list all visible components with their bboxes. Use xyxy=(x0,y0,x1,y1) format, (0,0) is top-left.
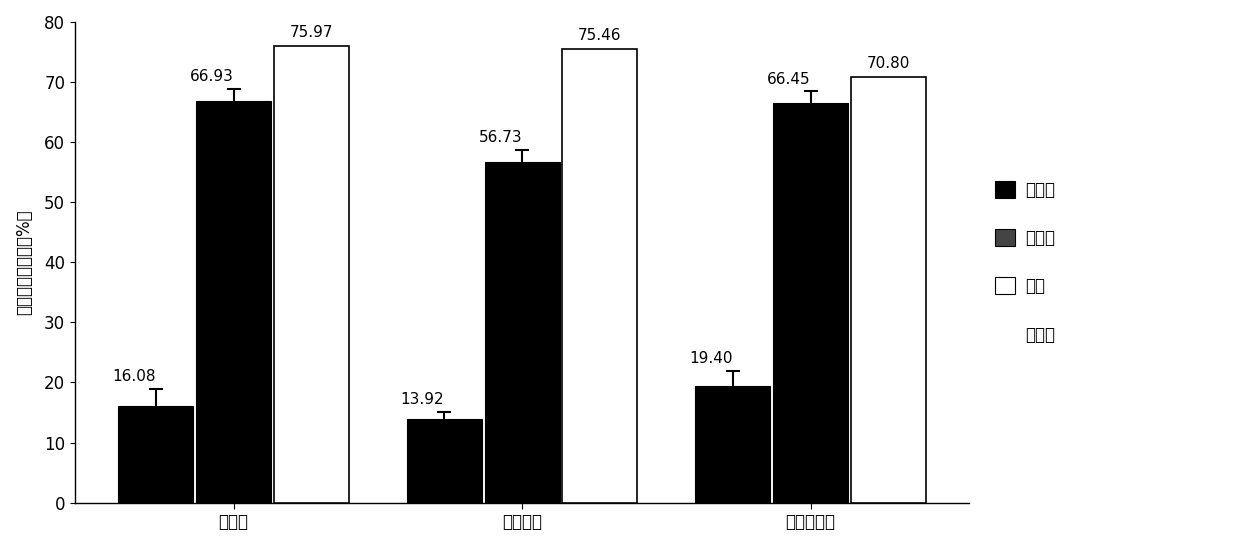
Text: 13.92: 13.92 xyxy=(401,392,444,407)
Bar xyxy=(696,386,770,502)
Text: 70.80: 70.80 xyxy=(867,56,910,72)
Bar xyxy=(563,49,637,502)
Bar xyxy=(274,46,348,502)
Y-axis label: 百株被害数（防效%）: 百株被害数（防效%） xyxy=(15,210,33,315)
Text: 66.93: 66.93 xyxy=(190,69,233,84)
Bar xyxy=(407,419,481,502)
Bar xyxy=(851,78,926,502)
Bar xyxy=(485,162,559,502)
Text: 19.40: 19.40 xyxy=(689,351,733,366)
Text: 75.97: 75.97 xyxy=(290,25,334,40)
Bar xyxy=(196,100,272,502)
Text: 66.45: 66.45 xyxy=(766,72,811,87)
Bar xyxy=(773,103,848,502)
Legend: 放蜂区, 对照区, 防效, 试验区: 放蜂区, 对照区, 防效, 试验区 xyxy=(987,173,1063,352)
Text: 56.73: 56.73 xyxy=(479,130,522,145)
Bar xyxy=(118,406,193,502)
Text: 75.46: 75.46 xyxy=(578,28,621,43)
Text: 16.08: 16.08 xyxy=(113,369,156,384)
